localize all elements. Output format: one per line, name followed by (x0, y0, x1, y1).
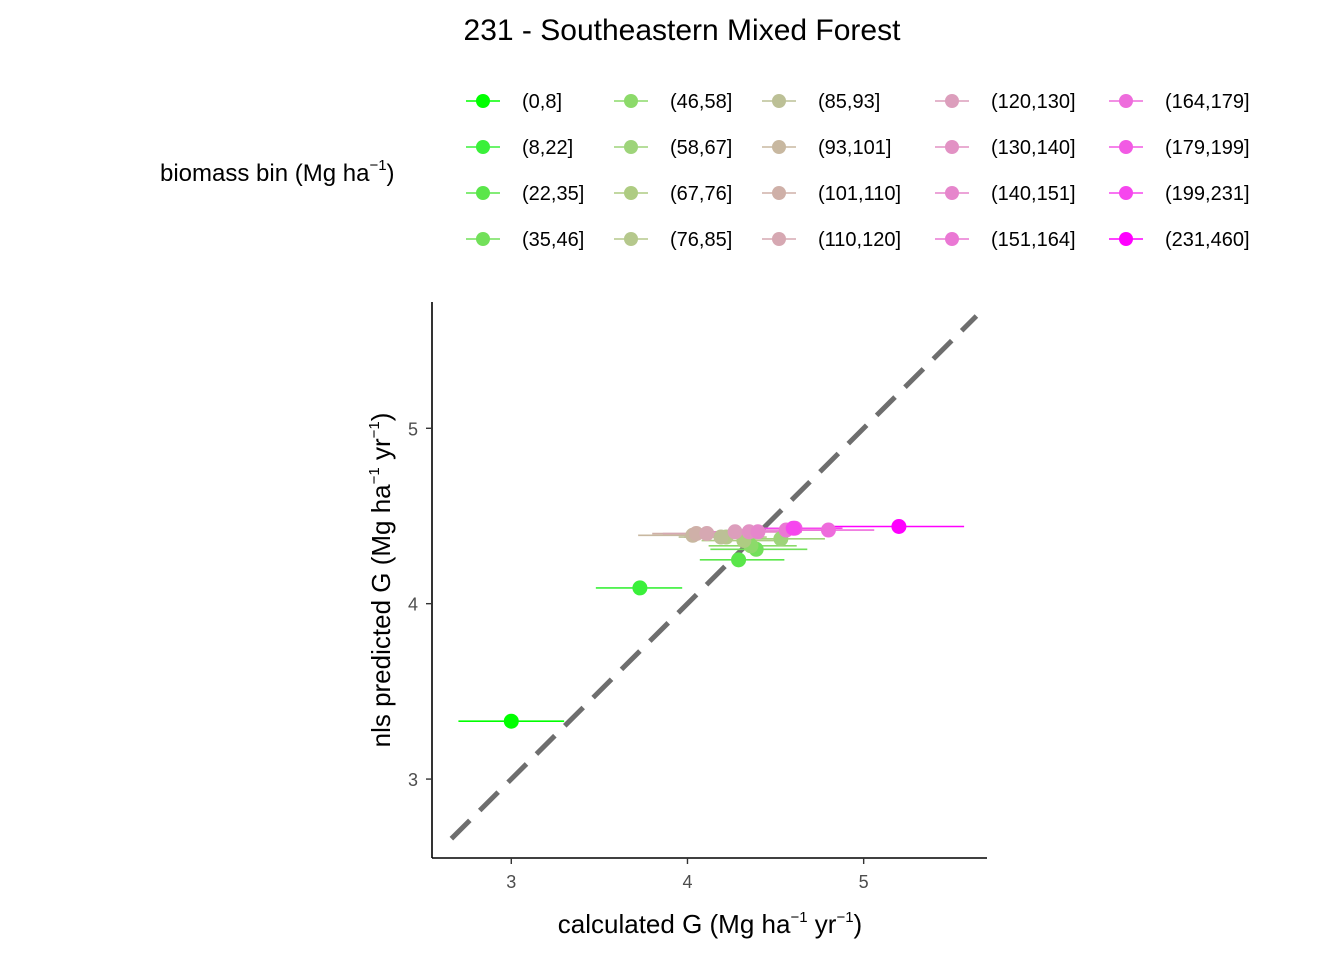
legend-key-point (1119, 186, 1133, 200)
legend-key-point (1119, 140, 1133, 154)
x-tick-label: 5 (859, 872, 869, 892)
data-point (688, 526, 704, 542)
legend-label: (130,140] (991, 137, 1076, 159)
legend-label: (151,164] (991, 229, 1076, 251)
legend-key-point (476, 140, 490, 154)
legend-item: (67,76] (614, 183, 732, 205)
legend-key-point (624, 232, 638, 246)
legend-key-point (624, 140, 638, 154)
data-point (727, 524, 743, 540)
legend-item: (130,140] (935, 137, 1076, 159)
data-point (731, 552, 747, 568)
plot-area (449, 314, 979, 841)
legend-label: (231,460] (1165, 229, 1250, 251)
legend-label: (8,22] (522, 137, 573, 159)
legend-item: (101,110] (762, 183, 901, 205)
x-tick-label: 4 (682, 872, 692, 892)
legend: (0,8] (8,22] (22,35] (35,46] (46,58] (58,67] (… (466, 91, 1250, 251)
legend-label: (85,93] (818, 91, 880, 113)
legend-item: (93,101] (762, 137, 891, 159)
legend-key-point (476, 94, 490, 108)
legend-key-point (945, 186, 959, 200)
legend-label: (101,110] (818, 183, 901, 205)
y-tick-label: 3 (408, 770, 418, 790)
legend-label: (35,46] (522, 229, 584, 251)
legend-item: (110,120] (762, 229, 901, 251)
data-point (699, 526, 715, 542)
legend-label: (46,58] (670, 91, 732, 113)
legend-item: (199,231] (1109, 183, 1250, 205)
chart-title: 231 - Southeastern Mixed Forest (464, 14, 902, 47)
y-axis-title: nls predicted G (Mg ha−1 yr−1) (366, 413, 396, 748)
legend-key-point (624, 94, 638, 108)
one-to-one-line (449, 314, 979, 841)
data-point (891, 519, 907, 535)
legend-key-point (772, 186, 786, 200)
legend-key-point (476, 232, 490, 246)
legend-key-point (945, 232, 959, 246)
legend-item: (76,85] (614, 229, 732, 251)
data-point (785, 520, 801, 536)
legend-label: (58,67] (670, 137, 732, 159)
legend-item: (85,93] (762, 91, 880, 113)
legend-item: (231,460] (1109, 229, 1250, 251)
x-axis-title: calculated G (Mg ha−1 yr−1) (558, 909, 862, 939)
legend-label: (199,231] (1165, 183, 1250, 205)
data-point (632, 580, 648, 596)
legend-key-point (1119, 232, 1133, 246)
legend-label: (110,120] (818, 229, 901, 251)
legend-item: (140,151] (935, 183, 1076, 205)
x-tick-label: 3 (506, 872, 516, 892)
legend-label: (140,151] (991, 183, 1076, 205)
y-tick-label: 4 (408, 595, 418, 615)
legend-item: (58,67] (614, 137, 732, 159)
data-point (820, 522, 836, 538)
legend-item: (0,8] (466, 91, 562, 113)
legend-label: (93,101] (818, 137, 891, 159)
legend-label: (179,199] (1165, 137, 1250, 159)
legend-label: (67,76] (670, 183, 732, 205)
legend-item: (164,179] (1109, 91, 1250, 113)
legend-key-point (772, 232, 786, 246)
legend-item: (179,199] (1109, 137, 1250, 159)
legend-key-point (772, 140, 786, 154)
x-axis-ticks: 3 4 5 (506, 858, 869, 892)
y-tick-label: 5 (408, 419, 418, 439)
legend-key-point (945, 140, 959, 154)
data-point (503, 713, 519, 729)
legend-item: (22,35] (466, 183, 584, 205)
legend-key-point (624, 186, 638, 200)
data-point (713, 529, 729, 545)
legend-label: (120,130] (991, 91, 1076, 113)
legend-key-point (476, 186, 490, 200)
legend-key-point (772, 94, 786, 108)
legend-key-point (1119, 94, 1133, 108)
legend-item: (46,58] (614, 91, 732, 113)
legend-item: (120,130] (935, 91, 1076, 113)
legend-item: (8,22] (466, 137, 573, 159)
legend-item: (35,46] (466, 229, 584, 251)
legend-item: (151,164] (935, 229, 1076, 251)
legend-key-point (945, 94, 959, 108)
legend-label: (76,85] (670, 229, 732, 251)
legend-label: (22,35] (522, 183, 584, 205)
legend-label: (0,8] (522, 91, 562, 113)
y-axis-ticks: 3 4 5 (408, 419, 432, 790)
legend-title: biomass bin (Mg ha−1) (160, 157, 395, 187)
legend-label: (164,179] (1165, 91, 1250, 113)
data-point (750, 524, 766, 540)
